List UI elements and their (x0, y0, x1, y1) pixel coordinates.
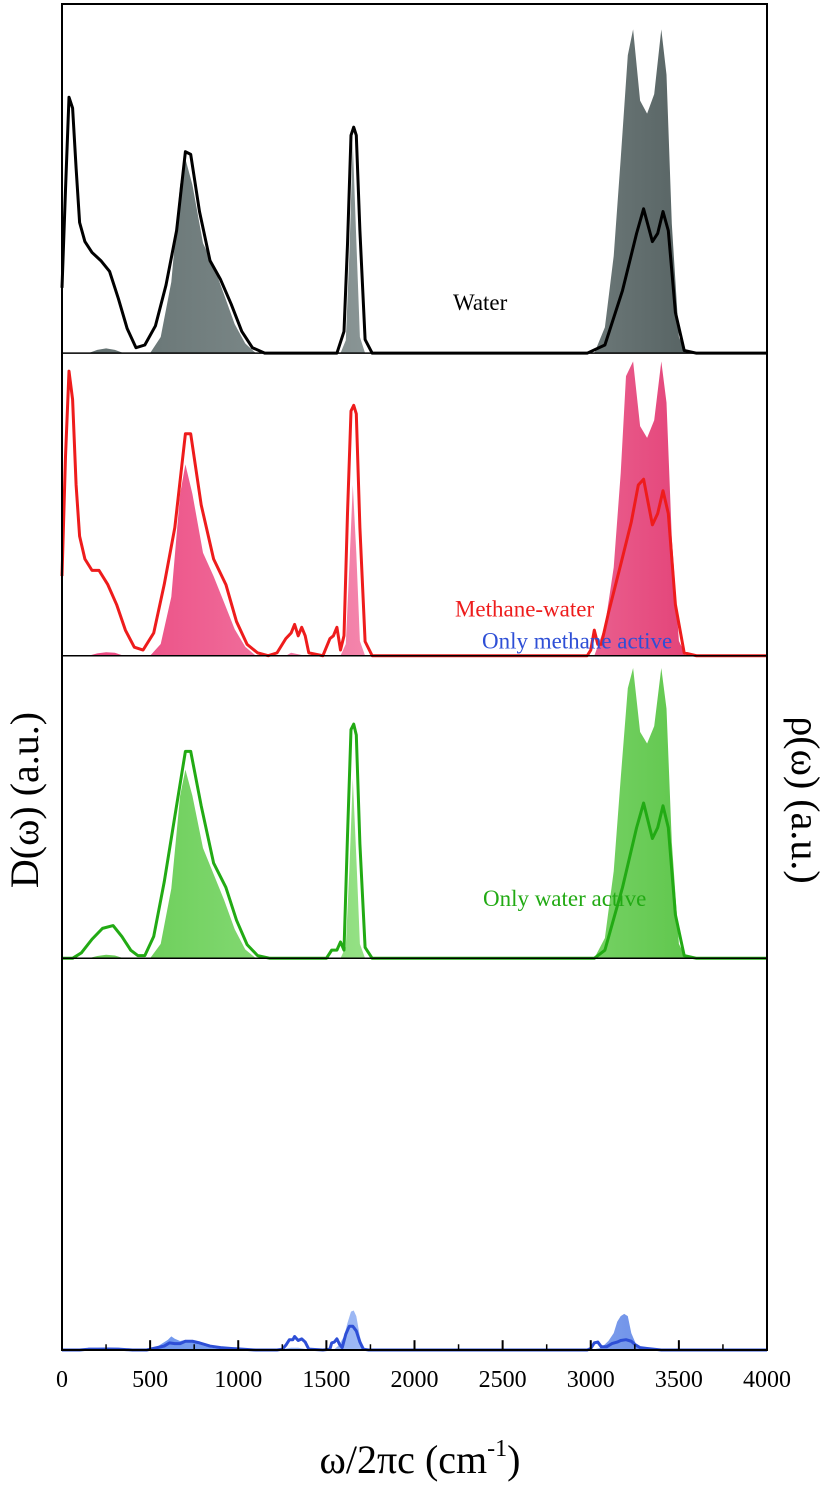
x-axis-label-sup: -1 (487, 1436, 507, 1462)
x-tick-label: 2500 (479, 1367, 527, 1393)
x-axis-ticks (62, 1340, 767, 1350)
annotation-only-water-active: Only water active (483, 886, 646, 911)
annotation-only-methane-active: Only methane active (482, 628, 672, 653)
x-axis-label: ω/2πc (cm-1) (320, 1436, 521, 1482)
x-axis-tick-labels: 0 500 1000 1500 2000 2500 3000 3500 4000 (56, 1367, 791, 1393)
panel-methane-water: Methane-water (62, 361, 767, 655)
x-tick-label: 3000 (567, 1367, 615, 1393)
panel-only-water-active: Only water active (62, 668, 767, 958)
rho-fill-only-methane-active (150, 1310, 662, 1350)
panel-water: Water (62, 29, 767, 353)
x-tick-label: 1000 (214, 1367, 262, 1393)
x-axis-label-close: ) (507, 1437, 520, 1482)
rho-fill-only-water-active (88, 668, 686, 959)
x-tick-label: 2000 (391, 1367, 439, 1393)
x-tick-label: 500 (132, 1367, 168, 1393)
x-tick-label: 1500 (302, 1367, 350, 1393)
x-tick-label: 4000 (743, 1367, 791, 1393)
x-tick-label: 0 (56, 1367, 68, 1393)
dos-line-water (62, 97, 767, 353)
annotation-methane-water: Methane-water (455, 596, 594, 621)
x-tick-label: 3500 (655, 1367, 703, 1393)
y-axis-label-right: ρ(ω) (a.u.) (783, 716, 828, 883)
y-axis-label-left: D(ω) (a.u.) (2, 712, 47, 888)
rho-fill-methane-water (88, 361, 686, 656)
x-axis-label-main: ω/2πc (cm (320, 1437, 488, 1482)
rho-fill-water (88, 29, 686, 354)
annotation-water: Water (453, 290, 508, 315)
dos-line-only-water-active (62, 724, 767, 958)
dos-line-methane-water (62, 371, 767, 656)
